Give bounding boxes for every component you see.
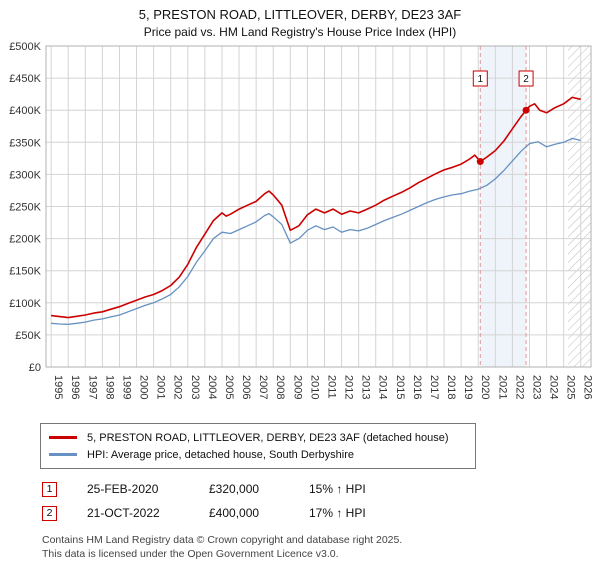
svg-text:2023: 2023 (530, 375, 542, 399)
chart-legend: 5, PRESTON ROAD, LITTLEOVER, DERBY, DE23… (40, 423, 476, 469)
sale-events-list: 1 25-FEB-2020 £320,000 15% ↑ HPI 2 21-OC… (42, 477, 600, 525)
svg-text:£300K: £300K (9, 169, 41, 181)
svg-text:2025: 2025 (565, 375, 577, 399)
page-subtitle: Price paid vs. HM Land Registry's House … (143, 25, 457, 39)
footer-line-2: This data is licensed under the Open Gov… (42, 547, 339, 560)
svg-text:2020: 2020 (479, 375, 491, 399)
sale-event-row-1: 1 25-FEB-2020 £320,000 15% ↑ HPI (42, 477, 600, 501)
event-2-hpi-change: 17% ↑ HPI (309, 506, 366, 520)
svg-text:1999: 1999 (120, 375, 132, 399)
event-1-hpi-change: 15% ↑ HPI (309, 482, 366, 496)
svg-text:£200K: £200K (9, 234, 41, 246)
svg-text:2019: 2019 (462, 375, 474, 399)
svg-text:2015: 2015 (394, 375, 406, 399)
legend-item-hpi: HPI: Average price, detached house, Sout… (49, 446, 467, 463)
svg-text:1997: 1997 (86, 375, 98, 399)
event-2-date: 21-OCT-2022 (87, 506, 160, 520)
svg-text:1996: 1996 (69, 375, 81, 399)
svg-text:£400K: £400K (9, 105, 41, 117)
svg-text:£250K: £250K (9, 202, 41, 214)
hpi-line-swatch (49, 453, 77, 456)
svg-text:2004: 2004 (206, 375, 218, 399)
svg-text:2006: 2006 (240, 375, 252, 399)
svg-text:2003: 2003 (189, 375, 201, 399)
svg-text:£50K: £50K (15, 330, 41, 342)
svg-text:2000: 2000 (138, 375, 150, 399)
legend-label-property: 5, PRESTON ROAD, LITTLEOVER, DERBY, DE23… (87, 431, 449, 444)
svg-text:2021: 2021 (496, 375, 508, 399)
legend-item-property: 5, PRESTON ROAD, LITTLEOVER, DERBY, DE23… (49, 429, 467, 446)
svg-text:2001: 2001 (155, 375, 167, 399)
legend-label-hpi: HPI: Average price, detached house, Sout… (87, 448, 355, 461)
price-chart: 1 2 £0 £50K £100K £150K £200K £250K £300K £350K £4… (9, 41, 594, 399)
svg-text:2026: 2026 (582, 375, 594, 399)
svg-text:£350K: £350K (9, 137, 41, 149)
svg-text:£100K: £100K (9, 298, 41, 310)
svg-text:2010: 2010 (308, 375, 320, 399)
property-line-swatch (49, 436, 77, 439)
svg-text:2024: 2024 (548, 375, 560, 399)
license-footer: Contains HM Land Registry data © Crown c… (42, 534, 600, 561)
svg-text:1: 1 (478, 74, 484, 85)
svg-text:1995: 1995 (52, 375, 64, 399)
page-title: 5, PRESTON ROAD, LITTLEOVER, DERBY, DE23… (138, 7, 462, 22)
event-2-price: £400,000 (209, 506, 260, 520)
event-1-number-badge: 1 (42, 481, 57, 497)
svg-text:£150K: £150K (9, 266, 41, 278)
svg-text:2005: 2005 (223, 375, 235, 399)
svg-text:£450K: £450K (9, 73, 41, 85)
svg-text:2008: 2008 (274, 375, 286, 399)
svg-text:2007: 2007 (257, 375, 269, 399)
svg-text:2013: 2013 (360, 375, 372, 399)
svg-text:2009: 2009 (291, 375, 303, 399)
svg-text:2022: 2022 (513, 375, 525, 399)
svg-text:2014: 2014 (377, 375, 389, 399)
svg-text:£0: £0 (29, 362, 41, 374)
event-2-number-badge: 2 (42, 505, 57, 521)
svg-text:2012: 2012 (343, 375, 355, 399)
sale-event-row-2: 2 21-OCT-2022 £400,000 17% ↑ HPI (42, 501, 600, 525)
event-1-price: £320,000 (209, 482, 260, 496)
svg-text:2017: 2017 (428, 375, 440, 399)
footer-line-1: Contains HM Land Registry data © Crown c… (42, 534, 403, 546)
svg-text:2002: 2002 (172, 375, 184, 399)
svg-text:£500K: £500K (9, 41, 41, 53)
svg-text:1998: 1998 (103, 375, 115, 399)
svg-text:2016: 2016 (411, 375, 423, 399)
svg-text:2011: 2011 (325, 375, 337, 399)
svg-text:2: 2 (523, 74, 529, 85)
svg-text:2018: 2018 (445, 375, 457, 399)
event-1-date: 25-FEB-2020 (87, 482, 159, 496)
